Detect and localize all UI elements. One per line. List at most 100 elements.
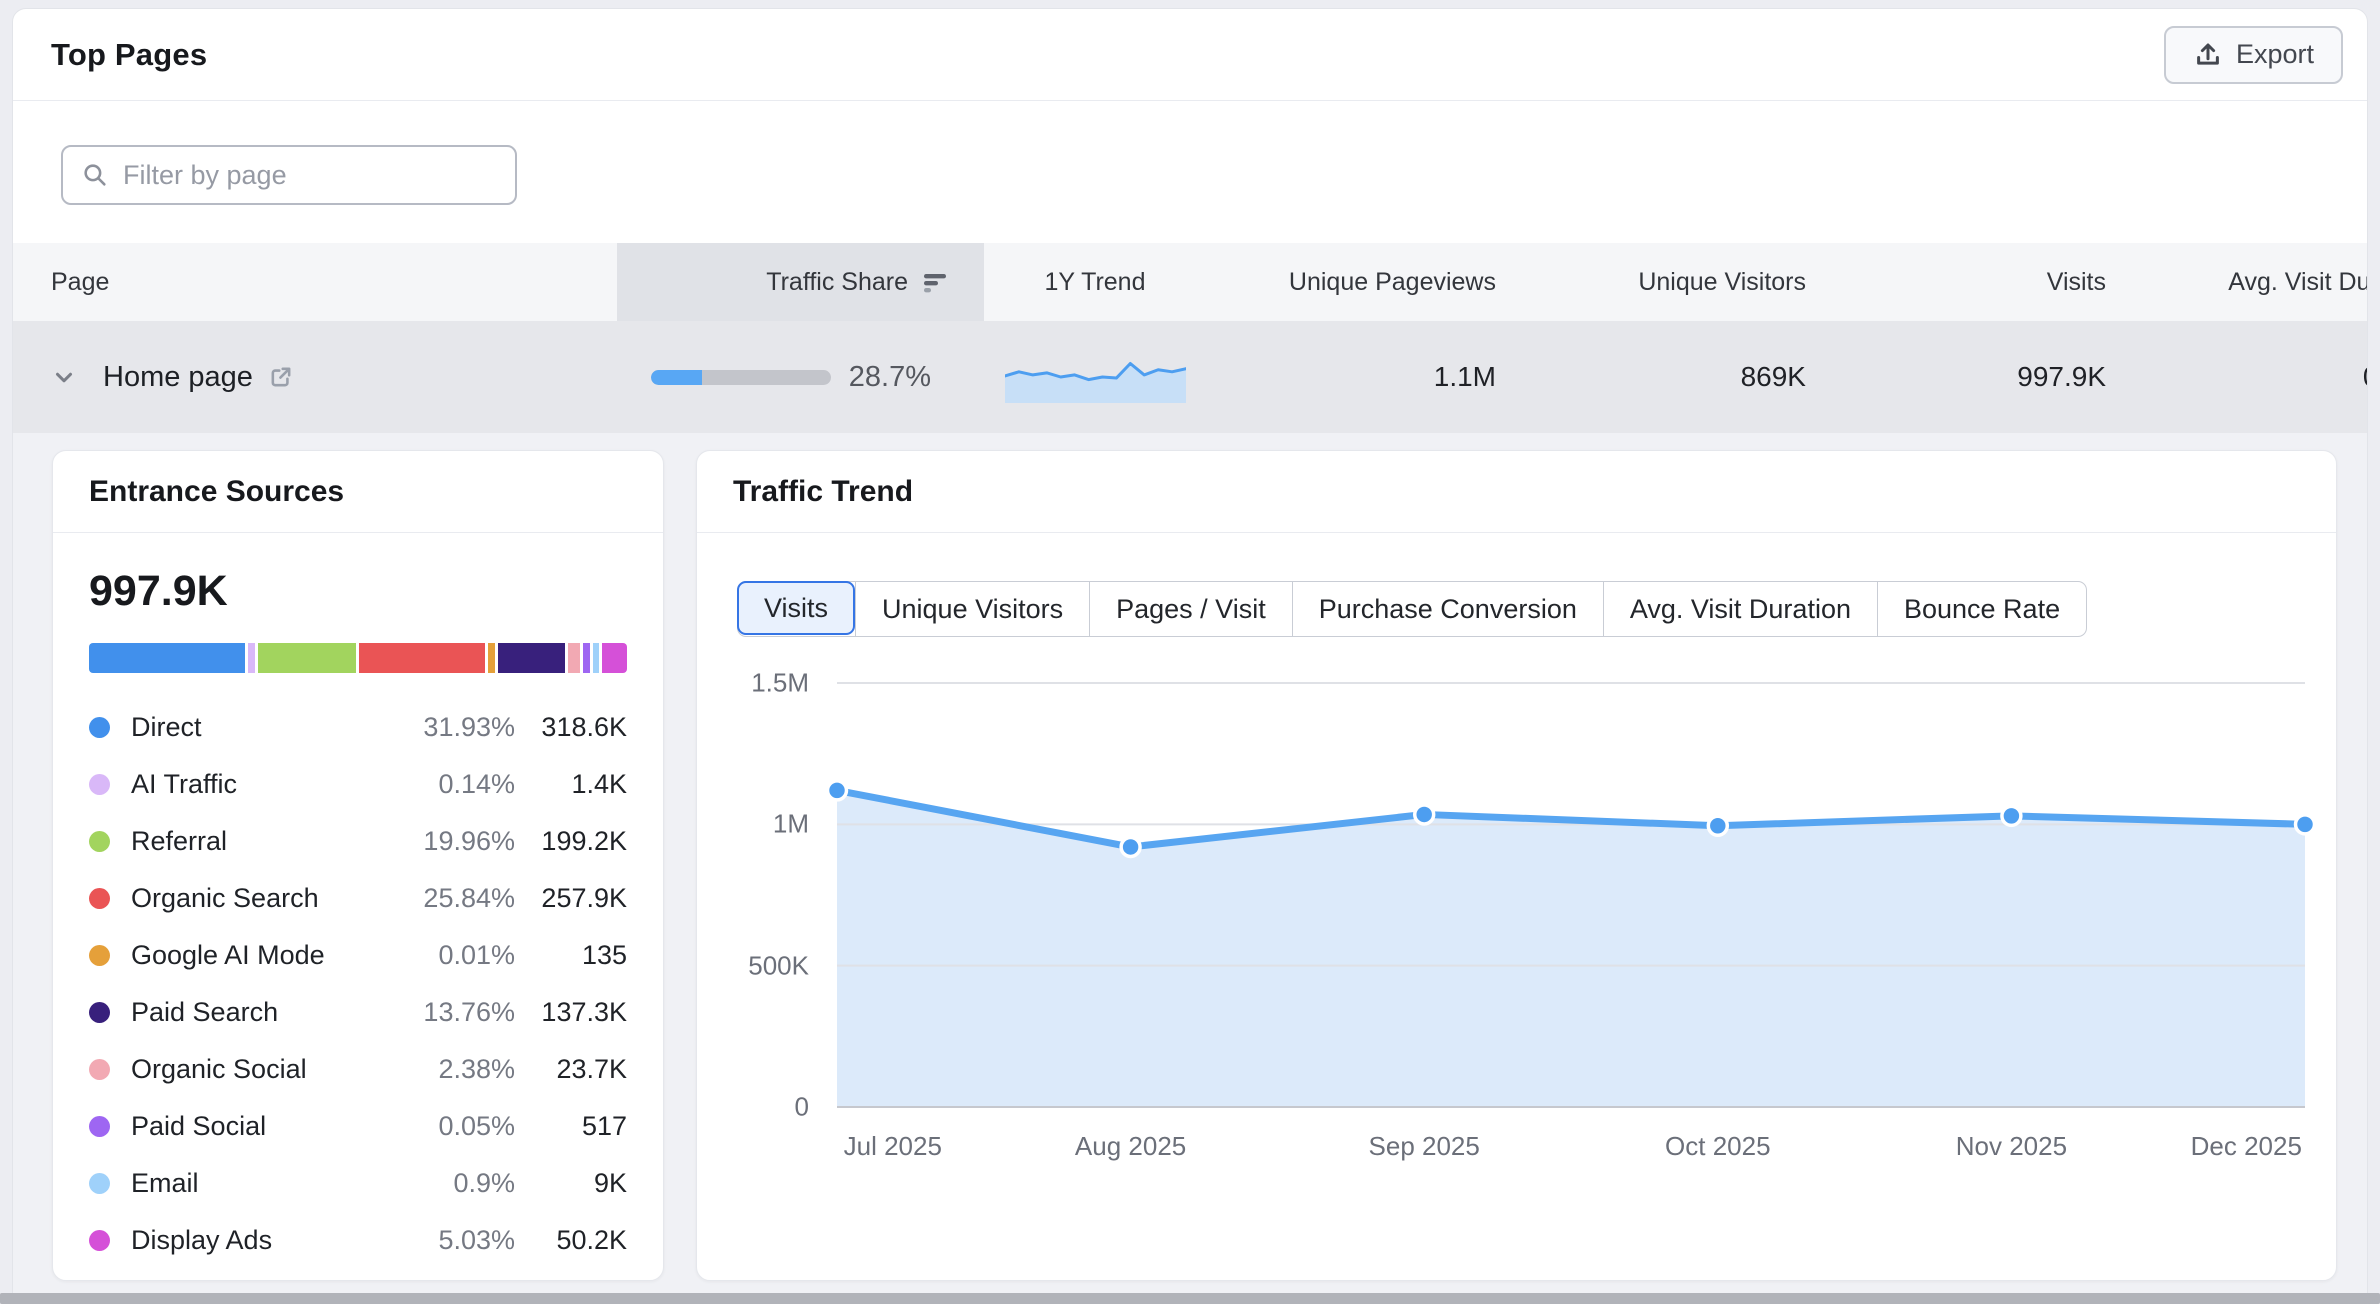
legend-color-dot <box>89 945 110 966</box>
legend-item-display-ads[interactable]: Display Ads 5.03% 50.2K <box>89 1212 627 1269</box>
legend-item-paid-social[interactable]: Paid Social 0.05% 517 <box>89 1098 627 1155</box>
search-icon <box>81 161 109 189</box>
legend-percent: 19.96% <box>423 826 515 856</box>
y-axis-tick-label: 0 <box>794 1091 809 1122</box>
column-header-unique-visitors[interactable]: Unique Visitors <box>1638 267 1806 296</box>
legend-item-google-ai-mode[interactable]: Google AI Mode 0.01% 135 <box>89 927 627 984</box>
column-header-visits[interactable]: Visits <box>2046 267 2106 296</box>
stacked-bar-segment <box>258 643 356 673</box>
visits-value: 997.9K <box>2017 361 2106 392</box>
area-chart-plot <box>825 682 2317 1108</box>
legend-value: 137.3K <box>541 997 627 1027</box>
legend-value: 318.6K <box>541 712 627 742</box>
traffic-trend-chart: 1.5M 1M 500K 0 Jul 2025 Aug 2025 Sep 2025 Oct … <box>737 663 2317 1177</box>
tab-unique-visitors[interactable]: Unique Visitors <box>855 582 1089 636</box>
table-header-row: Page Traffic Share 1Y Trend Unique Pagev… <box>13 243 2368 321</box>
filter-input[interactable] <box>123 159 497 191</box>
top-pages-panel: Top Pages Export Page Traffic <box>12 8 2368 1304</box>
chevron-down-icon[interactable] <box>51 364 77 390</box>
legend-value: 517 <box>581 1111 627 1141</box>
legend-item-direct[interactable]: Direct 31.93% 318.6K <box>89 699 627 756</box>
x-axis-tick-label: Dec 2025 <box>2190 1131 2302 1161</box>
legend-percent: 0.05% <box>438 1111 515 1141</box>
y-axis-tick-label: 1M <box>772 808 809 839</box>
legend-color-dot <box>89 1002 110 1023</box>
x-axis-labels: Jul 2025 Aug 2025 Sep 2025 Oct 2025 Nov 2025… <box>837 1121 2305 1177</box>
tab-purchase-conversion[interactable]: Purchase Conversion <box>1291 582 1603 636</box>
traffic-share-percent: 28.7% <box>848 360 931 393</box>
stacked-bar-segment <box>592 643 600 673</box>
avg-visit-duration-value: 01:31 <box>2106 321 2367 433</box>
legend-item-paid-search[interactable]: Paid Search 13.76% 137.3K <box>89 984 627 1041</box>
legend-label: Organic Social <box>131 1054 307 1084</box>
unique-visitors-value: 869K <box>1740 361 1806 392</box>
legend-item-email[interactable]: Email 0.9% 9K <box>89 1155 627 1212</box>
stacked-bar-segment <box>248 643 256 673</box>
legend-percent: 0.14% <box>438 769 515 799</box>
external-link-icon[interactable] <box>267 363 295 391</box>
panel-title-bar: Top Pages Export <box>13 9 2367 101</box>
legend-value: 135 <box>581 940 627 970</box>
legend-label: Display Ads <box>131 1225 273 1255</box>
column-header-page[interactable]: Page <box>51 267 110 296</box>
export-upload-icon <box>2193 40 2223 70</box>
legend-item-ai-traffic[interactable]: AI Traffic 0.14% 1.4K <box>89 756 627 813</box>
page-name[interactable]: Home page <box>103 360 253 393</box>
x-axis-tick-label: Oct 2025 <box>1665 1131 1771 1161</box>
traffic-trend-card: Traffic Trend Visits Unique Visitors Pag… <box>696 450 2337 1281</box>
legend-percent: 13.76% <box>423 997 515 1027</box>
tab-avg-visit-duration[interactable]: Avg. Visit Duration <box>1602 582 1877 636</box>
column-header-avg-visit-duration[interactable]: Avg. Visit Duration <box>2228 267 2368 296</box>
expanded-row-detail: Entrance Sources 997.9K Direct 31.93% 31… <box>13 433 2367 1295</box>
y-axis-tick-label: 1.5M <box>751 667 809 698</box>
legend-percent: 0.01% <box>438 940 515 970</box>
filter-by-page-box[interactable] <box>61 145 517 205</box>
legend-percent: 25.84% <box>423 883 515 913</box>
legend-color-dot <box>89 1173 110 1194</box>
x-axis-tick-label: Nov 2025 <box>1955 1131 2068 1161</box>
1y-trend-sparkline <box>1004 361 1186 403</box>
legend-item-organic-social[interactable]: Organic Social 2.38% 23.7K <box>89 1041 627 1098</box>
legend-item-referral[interactable]: Referral 19.96% 199.2K <box>89 813 627 870</box>
sort-descending-icon <box>922 270 948 294</box>
legend-color-dot <box>89 1116 110 1137</box>
column-header-traffic-share[interactable]: Traffic Share <box>617 243 984 321</box>
stacked-bar-segment <box>583 643 590 673</box>
y-axis-labels: 1.5M 1M 500K 0 <box>737 668 809 1122</box>
export-button[interactable]: Export <box>2163 25 2343 84</box>
tab-pages-per-visit[interactable]: Pages / Visit <box>1089 582 1292 636</box>
legend-value: 50.2K <box>556 1225 627 1255</box>
stacked-bar-segment <box>602 643 627 673</box>
legend-value: 257.9K <box>541 883 627 913</box>
legend-color-dot <box>89 1230 110 1251</box>
stacked-bar-segment <box>498 643 566 673</box>
stacked-bar-segment <box>89 643 246 673</box>
legend-percent: 5.03% <box>438 1225 515 1255</box>
legend-color-dot <box>89 1059 110 1080</box>
legend-percent: 2.38% <box>438 1054 515 1084</box>
legend-label: Organic Search <box>131 883 319 913</box>
tab-visits[interactable]: Visits <box>737 581 856 635</box>
table-row-home-page[interactable]: Home page 28.7% 1.1M 869K 997.9K <box>13 321 2367 433</box>
column-header-unique-pageviews[interactable]: Unique Pageviews <box>1288 267 1496 296</box>
scrollbar-thumb[interactable] <box>0 1293 2380 1304</box>
entrance-sources-stacked-bar <box>89 643 627 673</box>
legend-percent: 0.9% <box>453 1168 515 1198</box>
legend-color-dot <box>89 717 110 738</box>
legend-label: Referral <box>131 826 228 856</box>
legend-percent: 31.93% <box>423 712 515 742</box>
entrance-sources-total: 997.9K <box>89 567 228 615</box>
unique-pageviews-value: 1.1M <box>1433 361 1496 392</box>
legend-value: 199.2K <box>541 826 627 856</box>
entrance-sources-title: Entrance Sources <box>89 474 345 508</box>
tab-bounce-rate[interactable]: Bounce Rate <box>1876 582 2086 636</box>
x-axis-tick-label: Jul 2025 <box>843 1131 942 1161</box>
column-header-1y-trend[interactable]: 1Y Trend <box>1044 267 1146 296</box>
traffic-share-bar <box>650 369 831 385</box>
stacked-bar-segment <box>358 643 486 673</box>
column-header-label: Traffic Share <box>766 267 908 296</box>
legend-item-organic-search[interactable]: Organic Search 25.84% 257.9K <box>89 870 627 927</box>
horizontal-scrollbar[interactable] <box>0 1293 2380 1304</box>
export-button-label: Export <box>2235 39 2314 69</box>
x-axis-tick-label: Aug 2025 <box>1074 1131 1187 1161</box>
